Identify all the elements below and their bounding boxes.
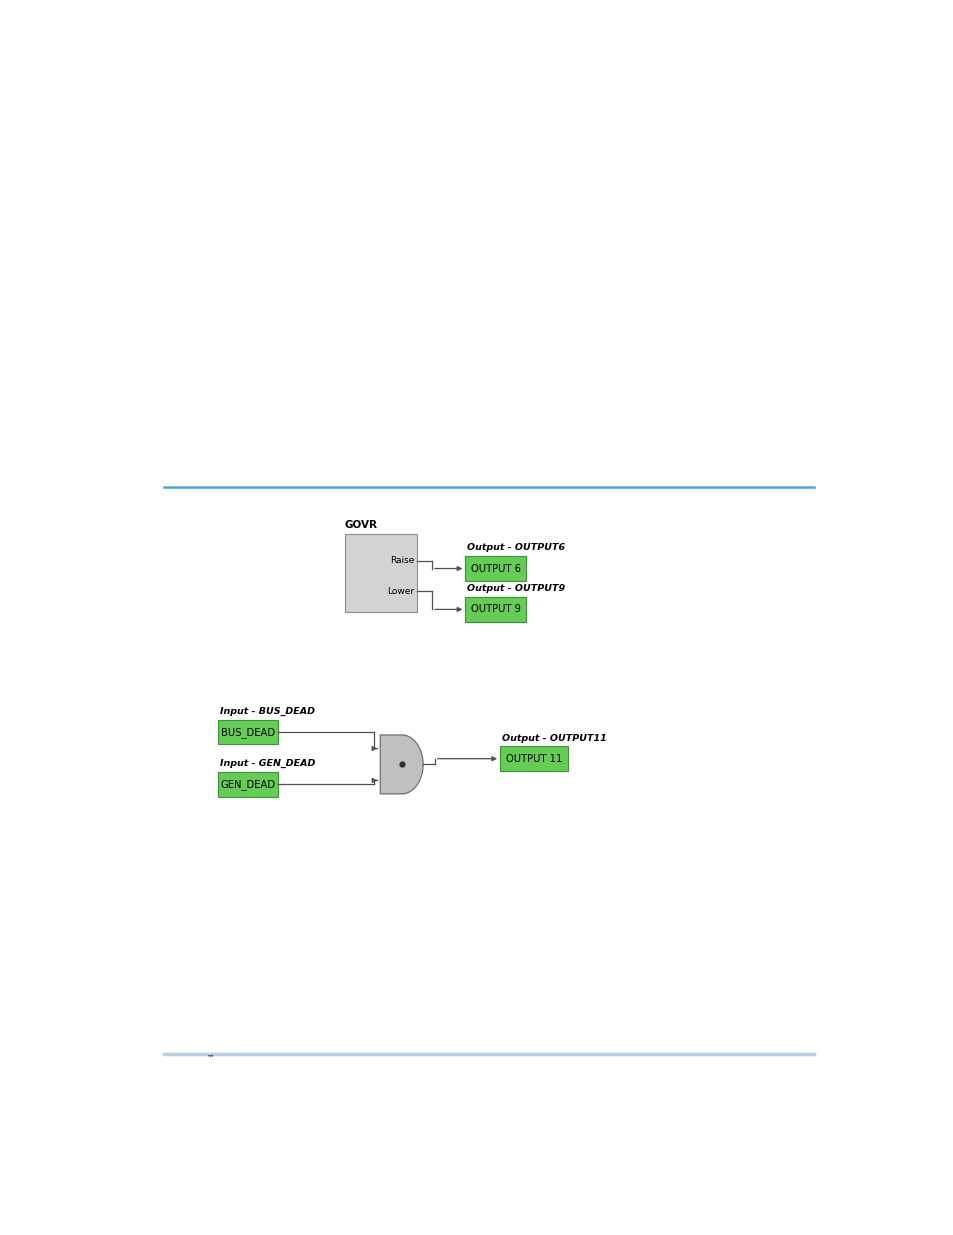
Text: ™: ™: [206, 1053, 213, 1063]
FancyBboxPatch shape: [465, 597, 525, 621]
Text: Input - BUS_DEAD: Input - BUS_DEAD: [219, 706, 314, 716]
Text: GOVR: GOVR: [344, 520, 377, 531]
FancyBboxPatch shape: [344, 535, 416, 613]
Text: OUTPUT 9: OUTPUT 9: [470, 604, 520, 614]
Text: GEN_DEAD: GEN_DEAD: [220, 779, 275, 790]
FancyBboxPatch shape: [499, 746, 567, 771]
Text: Lower: Lower: [387, 587, 414, 595]
Text: BUS_DEAD: BUS_DEAD: [220, 726, 274, 737]
PathPatch shape: [380, 735, 423, 794]
Text: Output - OUTPUT11: Output - OUTPUT11: [501, 734, 606, 742]
Text: Output - OUTPUT6: Output - OUTPUT6: [467, 543, 565, 552]
FancyBboxPatch shape: [465, 556, 525, 580]
FancyBboxPatch shape: [217, 720, 278, 745]
Text: OUTPUT 6: OUTPUT 6: [470, 563, 520, 573]
Text: OUTPUT 11: OUTPUT 11: [505, 753, 561, 763]
Text: Input - GEN_DEAD: Input - GEN_DEAD: [219, 760, 314, 768]
Text: Raise: Raise: [390, 556, 414, 566]
Text: Output - OUTPUT9: Output - OUTPUT9: [467, 584, 565, 593]
FancyBboxPatch shape: [217, 772, 278, 797]
